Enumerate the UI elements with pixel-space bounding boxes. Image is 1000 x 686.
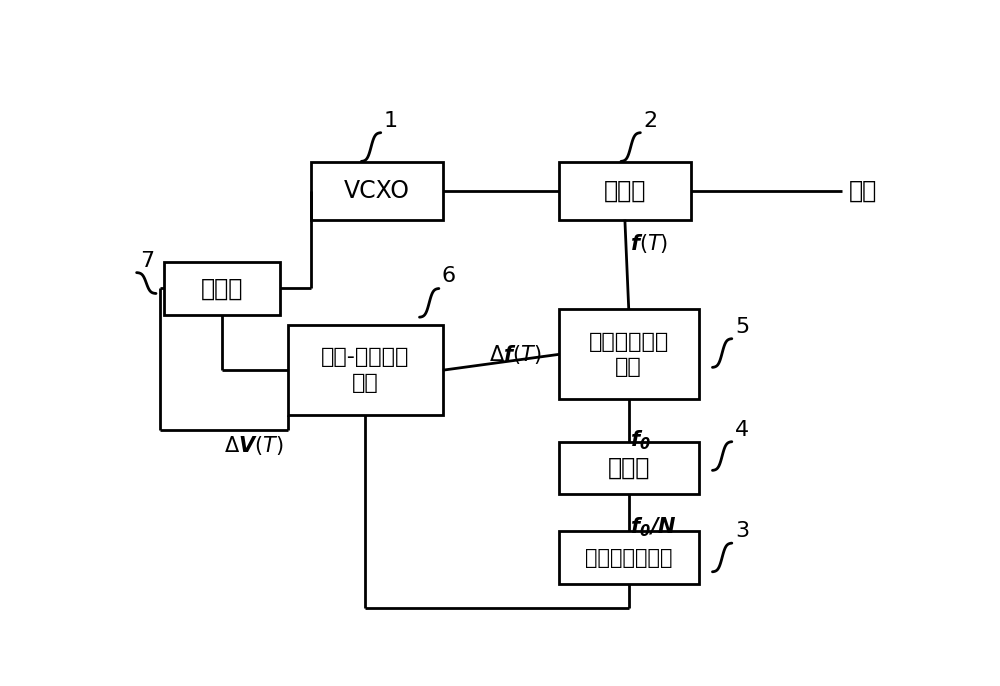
Bar xyxy=(559,531,698,584)
Bar xyxy=(559,442,698,495)
Bar xyxy=(288,325,443,415)
Text: 频率偏差计算
模块: 频率偏差计算 模块 xyxy=(589,331,669,377)
Text: 5: 5 xyxy=(735,316,749,337)
Text: 滤波器: 滤波器 xyxy=(201,276,243,300)
Text: 低频信号发生器: 低频信号发生器 xyxy=(585,547,672,568)
Text: 7: 7 xyxy=(140,250,154,270)
Text: 频率-电压转换
模块: 频率-电压转换 模块 xyxy=(321,347,409,393)
Bar xyxy=(164,262,280,315)
Bar xyxy=(311,162,443,220)
Text: 4: 4 xyxy=(735,420,749,440)
Text: $\bfit{f}_0/N$: $\bfit{f}_0/N$ xyxy=(630,515,677,539)
Text: VCXO: VCXO xyxy=(344,178,410,202)
Text: 2: 2 xyxy=(643,110,658,130)
Text: 1: 1 xyxy=(384,110,398,130)
Text: 功分器: 功分器 xyxy=(604,178,646,202)
Bar xyxy=(559,309,698,399)
Text: 3: 3 xyxy=(735,521,749,541)
Text: 倍频器: 倍频器 xyxy=(608,456,650,480)
Text: 输出: 输出 xyxy=(849,178,877,202)
Text: 6: 6 xyxy=(442,266,456,287)
Text: $\bfit{f}$$(T)$: $\bfit{f}$$(T)$ xyxy=(630,232,669,255)
Text: $\bfit{f}_0$: $\bfit{f}_0$ xyxy=(630,428,651,451)
Text: $\Delta \bfit{f}$$(T)$: $\Delta \bfit{f}$$(T)$ xyxy=(489,343,542,366)
Bar xyxy=(559,162,691,220)
Text: $\Delta \bfit{V}$$(T)$: $\Delta \bfit{V}$$(T)$ xyxy=(224,434,284,457)
